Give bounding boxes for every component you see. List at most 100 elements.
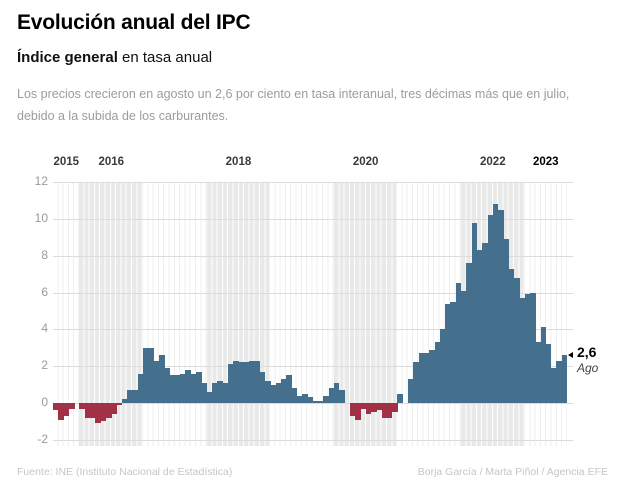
y-tick--2: -2 — [37, 431, 48, 446]
bar-2022-12 — [519, 298, 525, 403]
y-tick-12: 12 — [34, 174, 48, 188]
source-credit: Fuente: INE (Instituto Nacional de Estad… — [17, 466, 233, 478]
bar-2017-02 — [148, 347, 155, 403]
bar-2023-04 — [540, 327, 547, 403]
bar-2018-01 — [206, 391, 213, 403]
year-band-trailing — [567, 182, 573, 446]
annotation-value: 2,6 — [577, 344, 597, 360]
bar-2020-02 — [339, 390, 345, 403]
bar-2017-12 — [201, 382, 207, 403]
year-label-2020: 2020 — [352, 156, 379, 168]
bar-2017-09 — [185, 369, 192, 403]
bar-2017-10 — [190, 373, 197, 403]
bar-2020-10 — [381, 403, 388, 418]
year-band-2019 — [270, 182, 334, 446]
bar-2018-04 — [222, 382, 229, 403]
bar-2020-01 — [333, 382, 340, 403]
bar-2018-06 — [233, 360, 239, 403]
bar-2019-01 — [270, 384, 276, 403]
bar-2016-01 — [79, 403, 86, 409]
year-band-2017 — [143, 182, 207, 446]
annotation-pointer-icon — [568, 352, 573, 358]
bar-2016-09 — [121, 399, 128, 403]
bar-2019-09 — [312, 401, 319, 403]
year-label-2015: 2015 — [53, 156, 80, 168]
bar-2017-06 — [169, 375, 176, 403]
bar-2021-06 — [423, 353, 430, 403]
gridline-0 — [53, 403, 573, 404]
year-band-2016 — [79, 182, 144, 446]
bar-2022-06 — [487, 215, 494, 403]
bar-2023-06 — [551, 368, 557, 403]
bar-2018-11 — [259, 371, 266, 403]
annotation-month: Ago — [577, 361, 599, 375]
bar-2021-12 — [455, 283, 462, 403]
bar-2020-09 — [376, 403, 382, 411]
subtitle-bold-part: Índice general — [17, 49, 118, 66]
bar-2021-11 — [450, 301, 457, 403]
bar-2015-10 — [63, 403, 70, 416]
bar-2022-10 — [508, 268, 515, 403]
bar-2019-02 — [275, 382, 282, 403]
bar-2016-03 — [90, 403, 96, 418]
bar-2022-02 — [466, 263, 472, 403]
bar-2019-10 — [317, 401, 324, 403]
bar-2016-05 — [100, 403, 107, 422]
author-credit: Borja García / Marta Piñol / Agencia EFE — [417, 466, 608, 478]
bar-2019-11 — [323, 395, 329, 403]
bar-2017-07 — [174, 375, 181, 403]
subtitle-regular-part: en tasa anual — [117, 49, 213, 66]
y-tick-2: 2 — [41, 358, 48, 373]
bar-2019-07 — [302, 393, 308, 403]
bar-2022-01 — [461, 290, 467, 403]
bar-2021-03 — [408, 379, 414, 403]
bar-2017-03 — [153, 360, 160, 403]
bar-2020-12 — [392, 403, 398, 413]
bar-2021-01 — [397, 393, 404, 403]
bar-2019-05 — [291, 388, 298, 403]
y-tick-6: 6 — [41, 284, 48, 299]
bar-2023-07 — [556, 360, 563, 403]
bar-2022-09 — [503, 239, 510, 403]
bar-2020-04 — [349, 403, 356, 416]
bar-2015-09 — [58, 403, 64, 420]
bar-2023-01 — [524, 294, 531, 403]
bar-2020-08 — [370, 403, 377, 413]
y-tick-0: 0 — [41, 395, 48, 409]
bar-2021-04 — [413, 362, 419, 403]
gridline--2 — [53, 439, 573, 441]
y-tick-4: 4 — [41, 321, 48, 336]
gridline-2 — [53, 366, 573, 368]
bar-2016-04 — [95, 403, 102, 424]
y-tick-10: 10 — [34, 210, 48, 225]
bar-2021-08 — [434, 342, 441, 403]
chart-subtitle: Índice general en tasa anual — [17, 49, 212, 66]
bar-2022-08 — [498, 209, 504, 403]
bar-2018-03 — [217, 380, 223, 403]
bar-2018-05 — [227, 364, 234, 403]
bar-2016-06 — [105, 403, 112, 418]
bar-2017-04 — [158, 355, 165, 403]
year-band-2015 — [53, 182, 80, 446]
bar-2020-06 — [360, 403, 366, 409]
bar-2015-11 — [68, 403, 75, 409]
bar-2017-01 — [143, 347, 149, 403]
bar-2018-08 — [243, 362, 250, 403]
chart-description: Los precios crecieron en agosto un 2,6 p… — [17, 87, 570, 123]
bar-2017-11 — [196, 371, 202, 403]
bar-2018-10 — [254, 360, 260, 403]
bar-2016-11 — [132, 390, 139, 403]
bar-2023-02 — [529, 292, 536, 403]
year-label-2016: 2016 — [98, 156, 125, 168]
bar-2016-02 — [84, 403, 91, 418]
bar-2018-09 — [249, 360, 255, 403]
bar-2020-11 — [386, 403, 393, 418]
year-label-2018: 2018 — [225, 156, 252, 168]
bar-2020-07 — [365, 403, 372, 415]
bar-2022-05 — [482, 242, 488, 403]
bar-2021-09 — [439, 329, 446, 403]
bar-2017-05 — [164, 368, 170, 403]
gridline-4 — [53, 329, 573, 331]
